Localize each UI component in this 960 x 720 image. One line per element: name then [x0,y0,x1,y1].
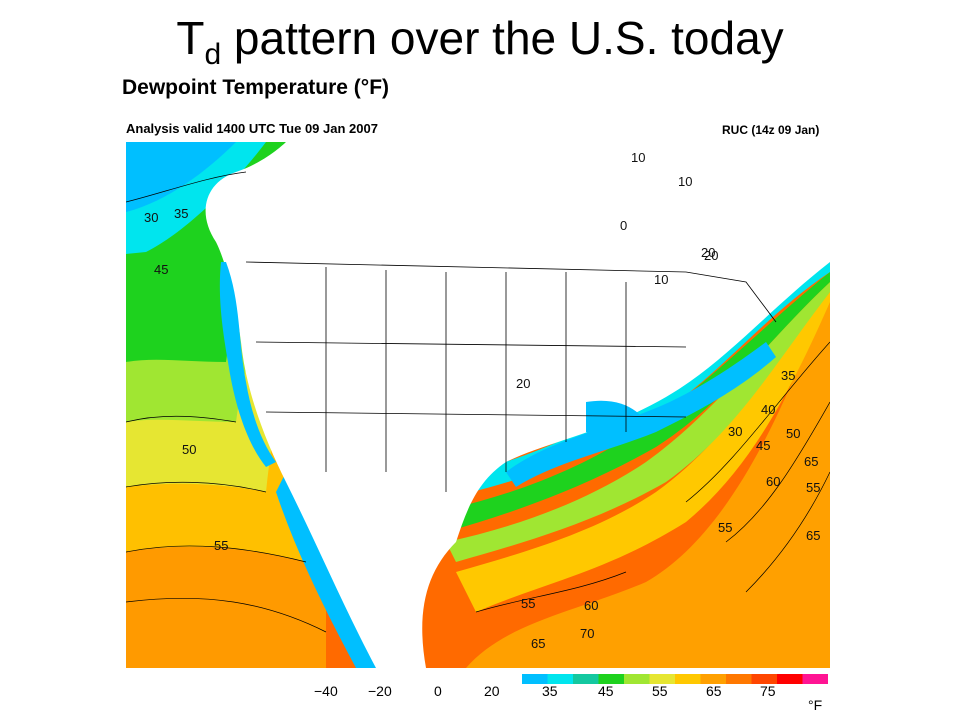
dewpoint-map-svg: 10 10 20 0 20 10 30 35 45 50 55 55 55 60… [126,142,830,668]
state-borders [245,261,777,492]
title-main: T [176,12,205,64]
legend-color-box [700,674,726,684]
legend-ticks: −40 −20 0 20 35 45 55 65 75 [314,683,776,699]
contour-lines [126,171,830,633]
legend-color-box [726,674,752,684]
land-area [126,142,830,668]
contour-label: 55 [521,596,535,611]
pacific-nw-coast [219,262,276,467]
contour-label: 10 [654,272,668,287]
contour-label: 10 [631,150,645,165]
legend-tick-label: 65 [706,683,722,699]
dewpoint-map: 10 10 20 0 20 10 30 35 45 50 55 55 55 60… [126,142,830,668]
model-run-label: RUC (14z 09 Jan) [722,123,820,137]
slide-title: Td pattern over the U.S. today [0,10,960,83]
legend-color-box [598,674,624,684]
atlantic-lime-band [446,282,830,562]
contour-label: 35 [781,368,795,383]
contour-label: 20 [704,248,718,263]
legend-color-box [649,674,675,684]
legend-tick-label: −20 [368,683,392,699]
title-subscript: d [204,38,222,71]
legend-tick-label: −40 [314,683,338,699]
contour-label: 55 [214,538,228,553]
legend-color-box [547,674,573,684]
legend-color-box [624,674,650,684]
southeast-moist-band [506,342,776,487]
legend-tick-label: 20 [484,683,500,699]
legend-color-box [777,674,803,684]
contour-label: 40 [761,402,775,417]
contour-label: 35 [174,206,188,221]
contour-label: 20 [516,376,530,391]
contour-label: 50 [182,442,196,457]
title-rest: pattern over the U.S. today [221,12,784,64]
contour-label: 30 [144,210,158,225]
contour-label: 0 [620,218,627,233]
contour-label: 70 [580,626,594,641]
legend-tick-label: 55 [652,683,668,699]
legend-tick-label: 75 [760,683,776,699]
legend-color-box [802,674,828,684]
color-legend: −40 −20 0 20 35 45 55 65 75 °F [300,674,840,714]
legend-unit: °F [808,697,822,713]
legend-svg: −40 −20 0 20 35 45 55 65 75 °F [314,674,828,713]
legend-color-box [522,674,548,684]
legend-tick-label: 0 [434,683,442,699]
contour-label: 55 [806,480,820,495]
ohio-valley-moist [586,400,646,438]
contour-label: 45 [154,262,168,277]
atlantic-yellow-band [456,292,830,612]
contour-label: 30 [728,424,742,439]
legend-color-box [751,674,777,684]
legend-color-box [675,674,701,684]
contour-label: 10 [678,174,692,189]
contour-label-group: 10 10 20 0 20 10 30 35 45 50 55 55 55 60… [144,150,820,651]
map-title: Dewpoint Temperature (°F) [122,76,390,99]
contour-label: 65 [804,454,818,469]
atlantic-green-band [436,272,830,532]
contour-label: 50 [786,426,800,441]
contour-label: 60 [584,598,598,613]
legend-color-box [573,674,599,684]
contour-label: 55 [718,520,732,535]
analysis-valid-time: Analysis valid 1400 UTC Tue 09 Jan 2007 [126,121,378,136]
contour-label: 20 [701,245,715,260]
legend-tick-label: 45 [598,683,614,699]
contour-label: 60 [766,474,780,489]
contour-label: 45 [756,438,770,453]
legend-color-boxes [522,674,828,684]
legend-tick-label: 35 [542,683,558,699]
contour-label: 65 [531,636,545,651]
contour-label: 65 [806,528,820,543]
atlantic-orange-band [466,282,830,668]
